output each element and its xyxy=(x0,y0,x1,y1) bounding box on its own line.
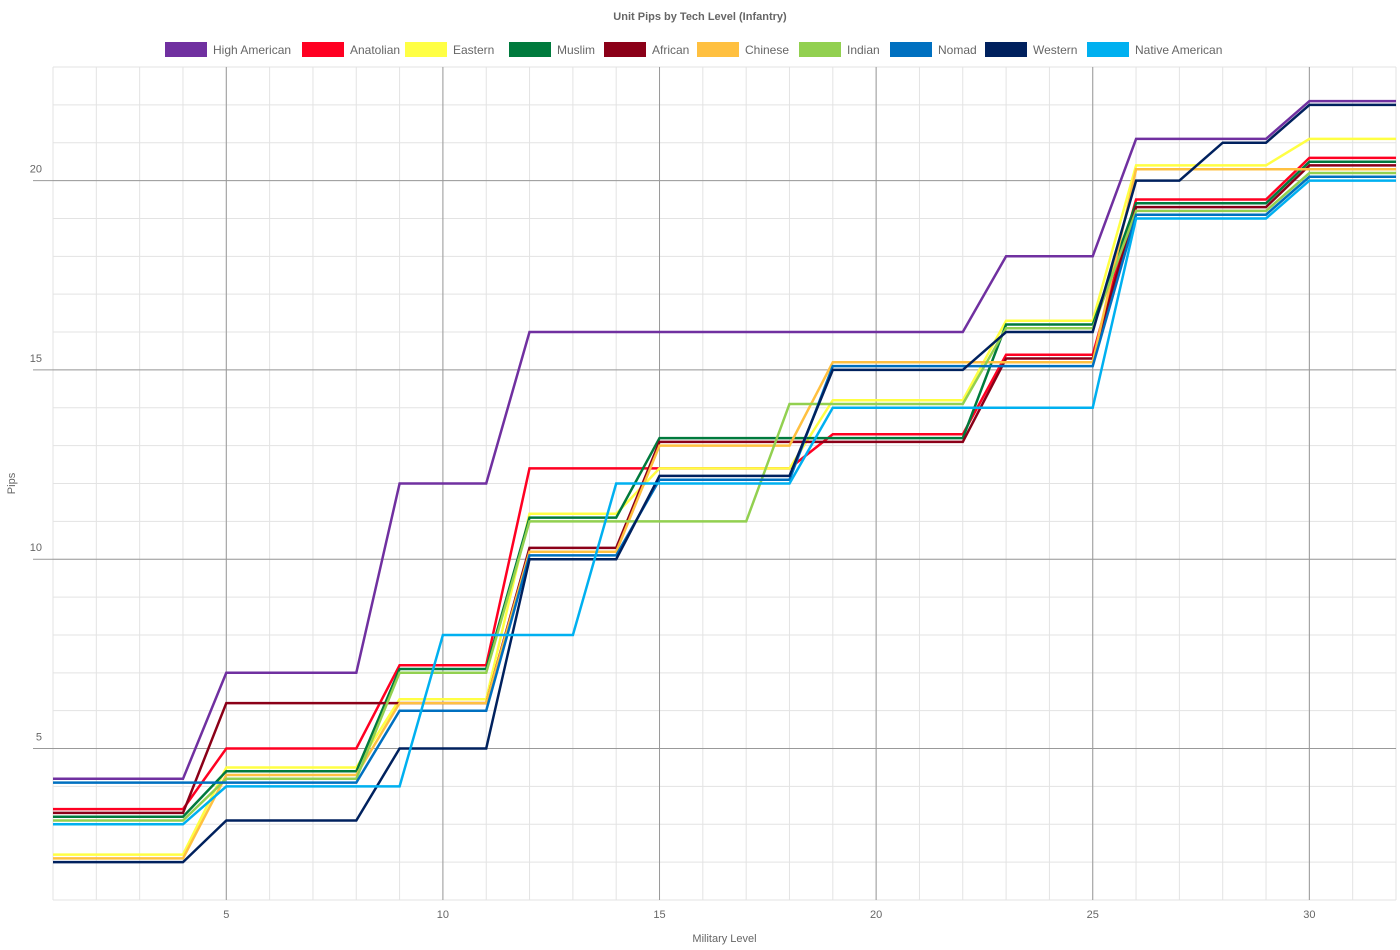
x-tick-label: 25 xyxy=(1087,909,1099,921)
legend-label: Indian xyxy=(847,42,880,57)
legend-swatch xyxy=(165,42,207,57)
series-line-eastern xyxy=(53,137,1396,856)
series-line-native-american xyxy=(53,179,1396,826)
legend-item-chinese[interactable]: Chinese xyxy=(697,42,789,57)
legend-label: African xyxy=(652,42,690,57)
x-tick-label: 30 xyxy=(1303,909,1315,921)
legend-swatch xyxy=(1087,42,1129,57)
legend-swatch xyxy=(405,42,447,57)
legend-label: Chinese xyxy=(745,42,790,57)
legend-label: Anatolian xyxy=(350,42,401,57)
chart-title: Unit Pips by Tech Level (Infantry) xyxy=(613,11,787,23)
legend-item-native-american[interactable]: Native American xyxy=(1087,42,1222,57)
legend-item-indian[interactable]: Indian xyxy=(799,42,880,57)
x-tick-label: 15 xyxy=(653,909,665,921)
legend-swatch xyxy=(302,42,344,57)
legend-swatch xyxy=(799,42,841,57)
y-tick-label: 20 xyxy=(30,164,42,176)
y-tick-label: 10 xyxy=(30,542,42,554)
legend-label: Western xyxy=(1033,42,1078,57)
legend-swatch xyxy=(985,42,1027,57)
legend-label: Nomad xyxy=(938,42,977,57)
legend-label: High American xyxy=(213,42,292,57)
legend-item-african[interactable]: African xyxy=(604,42,689,57)
legend-item-western[interactable]: Western xyxy=(985,42,1077,57)
x-tick-label: 20 xyxy=(870,909,882,921)
legend-swatch xyxy=(890,42,932,57)
series-line-african xyxy=(53,164,1396,815)
series-line-indian xyxy=(53,171,1396,822)
y-tick-label: 5 xyxy=(36,732,42,744)
legend-item-nomad[interactable]: Nomad xyxy=(890,42,977,57)
legend-label: Eastern xyxy=(453,42,495,57)
legend-swatch xyxy=(697,42,739,57)
y-tick-label: 15 xyxy=(30,353,42,365)
legend-swatch xyxy=(604,42,646,57)
legend-item-muslim[interactable]: Muslim xyxy=(509,42,595,57)
series-line-western xyxy=(53,103,1396,864)
legend: High American Anatolian Eastern Muslim Afric… xyxy=(0,40,1400,60)
series-line-muslim xyxy=(53,160,1396,818)
y-axis-title: Pips xyxy=(6,472,18,494)
x-tick-label: 10 xyxy=(437,909,449,921)
series-line-chinese xyxy=(53,167,1396,860)
legend-swatch xyxy=(509,42,551,57)
legend-label: Muslim xyxy=(557,42,595,57)
series-line-nomad xyxy=(53,175,1396,784)
legend-item-anatolian[interactable]: Anatolian xyxy=(302,42,400,57)
series-line-high-american xyxy=(53,99,1396,781)
x-tick-label: 5 xyxy=(223,909,229,921)
legend-label: Native American xyxy=(1135,42,1223,57)
legend-item-eastern[interactable]: Eastern xyxy=(405,42,494,57)
legend-item-high-american[interactable]: High American xyxy=(165,42,291,57)
x-axis-title: Military Level xyxy=(692,933,756,945)
